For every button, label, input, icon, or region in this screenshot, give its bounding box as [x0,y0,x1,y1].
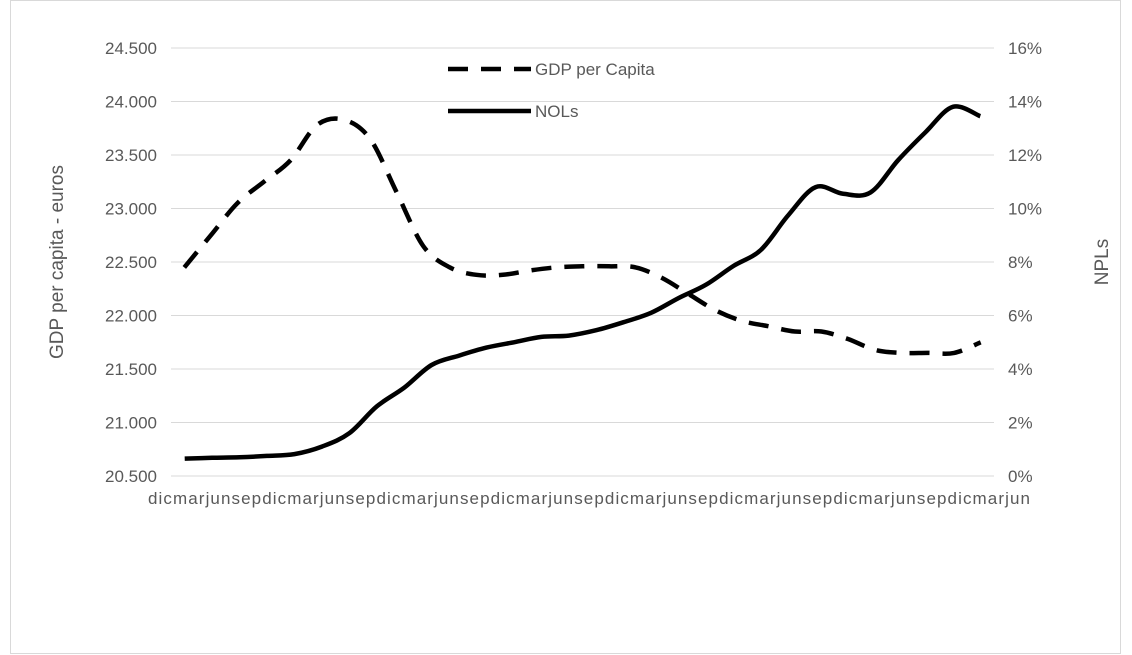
legend-label: NOLs [535,102,578,121]
left-tick-label: 21.000 [105,414,157,433]
left-axis-ticks: 20.500 21.000 21.500 22.000 22.500 23.000 23.5… [105,39,157,486]
legend-label: GDP per Capita [535,60,655,79]
left-tick-label: 24.000 [105,93,157,112]
right-tick-label: 10% [1008,200,1042,219]
right-tick-label: 16% [1008,39,1042,58]
right-axis-title: NPLs [1092,239,1113,285]
left-tick-label: 24.500 [105,39,157,58]
left-tick-label: 22.000 [105,307,157,326]
legend: GDP per Capita NOLs [448,60,655,121]
chart-svg: 20.500 21.000 21.500 22.000 22.500 23.000 23.5… [47,39,1113,508]
left-tick-label: 22.500 [105,253,157,272]
left-tick-label: 21.500 [105,360,157,379]
gridlines [171,47,994,477]
right-tick-label: 8% [1008,253,1033,272]
right-tick-label: 4% [1008,360,1033,379]
series-layer [182,104,982,461]
right-tick-label: 2% [1008,414,1033,433]
gdp-per-capita-line [182,116,982,356]
left-axis-title: GDP per capita - euros [47,165,68,359]
chart-area: 20.500 21.000 21.500 22.000 22.500 23.000 23.5… [10,0,1121,654]
right-tick-label: 12% [1008,146,1042,165]
left-tick-label: 23.000 [105,200,157,219]
right-axis-ticks: 0% 2% 4% 6% 8% 10% 12% 14% 16% [1008,39,1042,486]
right-tick-label: 0% [1008,467,1033,486]
left-tick-label: 23.500 [105,146,157,165]
right-tick-label: 6% [1008,307,1033,326]
right-tick-label: 14% [1008,93,1042,112]
nols-line [184,104,982,461]
left-tick-label: 20.500 [105,467,157,486]
x-axis-labels: dicmarjunsepdicmarjunsepdicmarjunsepdicm… [148,489,1030,508]
